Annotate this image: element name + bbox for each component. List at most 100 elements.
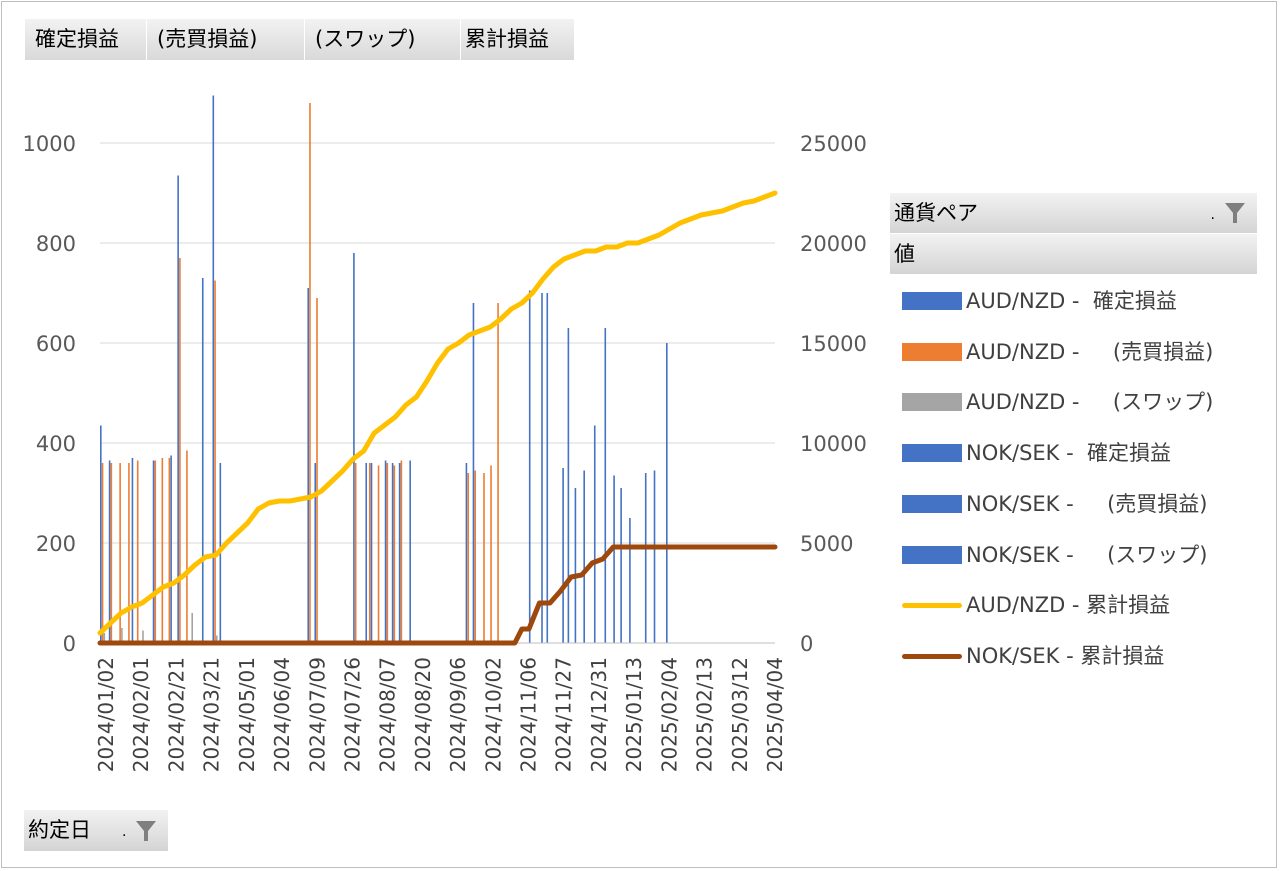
x-tick-label: 2024/02/01 [129,657,153,772]
y-tick-label: 0 [63,632,76,656]
chart-plot: 0200400600800100005000100001500020000250… [23,95,867,772]
bar [562,468,564,643]
legend-values-header: 値 [890,234,1257,274]
bar [368,463,371,643]
series-line [97,190,778,636]
bar [409,460,411,643]
bar [131,458,134,643]
legend-label: AUD/NZD - (スワップ) [966,390,1214,415]
bar [384,460,387,643]
axis-field-label: 約定日 [28,818,91,842]
bar [101,463,104,643]
bar [629,518,631,643]
x-tick-label: 2025/04/04 [763,657,787,772]
bar [593,425,596,643]
bar [128,463,130,643]
legend-header-label: 通貨ペア [894,201,978,225]
field-button-swap[interactable]: (スワップ) [305,19,461,60]
y-tick-label: 1000 [23,132,76,156]
bar [177,175,179,643]
x-tick-label: 2024/03/21 [200,657,224,772]
bar [546,293,549,643]
bar [110,463,113,643]
bar [316,298,318,643]
x-tick-label: 2024/07/09 [305,657,329,772]
bar [583,470,585,643]
field-button-trading-pl[interactable]: (売買損益) [147,19,305,60]
dropdown-dot-icon: . [122,824,127,840]
bar [653,470,656,643]
bar [108,460,111,643]
bar [152,460,155,643]
y2-tick-label: 0 [800,632,813,656]
bar [168,458,171,643]
y2-tick-label: 25000 [800,132,867,156]
x-tick-label: 2025/03/12 [728,657,752,772]
bar [170,455,172,643]
bar [474,470,477,643]
bar [154,460,157,643]
x-tick-label: 2024/09/06 [446,657,470,772]
legend-bar-swatch [902,393,962,412]
bar [541,293,543,643]
bar [472,303,475,643]
bar [483,473,485,643]
field-button-cumulative-pl[interactable]: 累計損益 [461,19,575,60]
bar [353,253,355,643]
filter-icon[interactable] [1221,199,1249,227]
bar [161,458,164,643]
legend-label: AUD/NZD - 累計損益 [966,593,1171,618]
bar [216,635,218,643]
x-tick-label: 2024/01/02 [94,657,118,772]
bar [100,425,102,643]
x-tick-label: 2024/08/20 [411,657,435,772]
filter-icon[interactable] [132,817,160,845]
bar [386,463,389,643]
y2-tick-label: 20000 [800,232,867,256]
field-button-realized-pl[interactable]: 確定損益 [25,19,147,60]
bar [467,473,469,643]
bar [567,328,570,643]
bar [497,303,499,643]
axis-field-button-trade-date[interactable]: 約定日 . [24,810,168,851]
x-tick-label: 2024/06/04 [270,657,294,772]
legend-line-swatch [902,653,962,659]
x-tick-label: 2024/12/31 [587,657,611,772]
y2-tick-label: 10000 [800,432,867,456]
bar [191,613,194,643]
x-tick-label: 2024/11/06 [517,657,541,772]
x-tick-label: 2025/02/04 [657,657,681,772]
bar [186,450,188,643]
y2-tick-label: 5000 [800,532,853,556]
bar [465,463,468,643]
bar [354,463,357,643]
legend-label: NOK/SEK - 累計損益 [966,643,1165,668]
bar [214,280,216,643]
y-tick-label: 400 [36,432,76,456]
legend-bar-swatch [902,545,962,564]
bar [644,473,647,643]
bar [212,95,215,643]
bar [400,460,403,643]
x-tick-label: 2024/11/27 [552,657,576,772]
legend-label: NOK/SEK - 確定損益 [966,441,1172,466]
bar [201,278,204,643]
bar [377,465,380,643]
bar [179,258,181,643]
bar [574,488,577,643]
bar [142,630,144,643]
bar [398,463,401,643]
bar [490,465,492,643]
legend-label: AUD/NZD - (売買損益) [966,339,1214,364]
legend-label: NOK/SEK - (スワップ) [966,542,1208,567]
bar [103,633,106,643]
bar [314,463,317,643]
bar [391,463,394,643]
x-tick-label: 2024/07/26 [340,657,364,772]
y-tick-label: 200 [36,532,76,556]
bar [365,463,368,643]
bar [393,465,396,643]
legend-filter-header[interactable]: 通貨ペア . [890,193,1257,233]
x-tick-label: 2024/02/21 [164,657,188,772]
